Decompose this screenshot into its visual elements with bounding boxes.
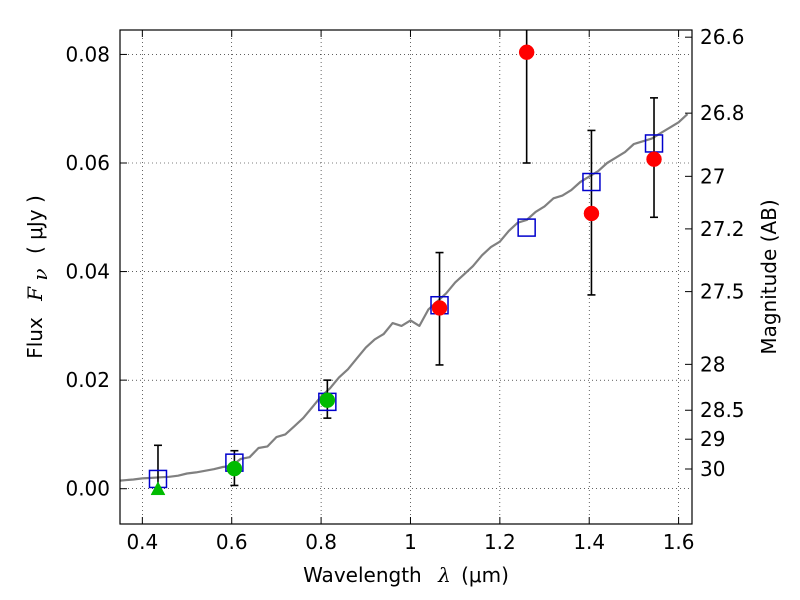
model-photometry-square	[517, 218, 536, 237]
y2-axis-label: Magnitude (AB)	[757, 199, 781, 354]
x-tick-label: 1.2	[484, 530, 516, 554]
mag-tick-label: 28.5	[700, 398, 745, 422]
x-axis-label-unit: (μm)	[461, 563, 509, 587]
mag-tick-label: 27.5	[700, 280, 745, 304]
ticks: 0.4 0.6 0.8 1 1.2 1.4 1.6 0.00 0.02 0.04 0.06 0.08 2…	[65, 25, 744, 554]
y-axis-label-symbol-sub: ν	[28, 268, 52, 280]
y-axis-label: Flux F ν ( μJy )	[23, 195, 52, 359]
mag-tick-label: 26.8	[700, 101, 745, 125]
model-spectrum-layer	[120, 113, 689, 482]
marker-layer	[148, 44, 664, 496]
observed-red-point	[431, 300, 448, 316]
mag-tick-label: 30	[700, 457, 725, 481]
y-tick-label: 0.00	[65, 477, 110, 501]
mag-tick-label: 27	[700, 164, 725, 188]
y-axis-label-unit: ( μJy )	[23, 195, 47, 254]
x-tick-label: 0.4	[126, 530, 158, 554]
y-tick-label: 0.02	[65, 368, 110, 392]
model-spectrum-line	[120, 113, 689, 482]
x-axis-label-symbol: λ	[437, 563, 451, 587]
x-axis-label: Wavelength λ (μm)	[303, 563, 509, 587]
mag-tick-label: 29	[700, 427, 725, 451]
x-tick-label: 1	[404, 530, 417, 554]
x-tick-label: 0.8	[305, 530, 337, 554]
mag-tick-label: 26.6	[700, 25, 745, 49]
observed-green-point	[226, 460, 243, 477]
observed-red-point	[518, 44, 535, 61]
x-tick-label: 0.6	[216, 530, 248, 554]
y-tick-label: 0.08	[65, 42, 110, 66]
y-tick-label: 0.06	[65, 151, 110, 175]
x-tick-label: 1.4	[573, 530, 605, 554]
y-axis-label-text: Flux	[23, 317, 47, 359]
y-tick-label: 0.04	[65, 260, 110, 284]
mag-tick-label: 27.2	[700, 217, 745, 241]
plot-frame	[119, 29, 693, 525]
mag-tick-label: 28	[700, 352, 725, 376]
y-axis-label-symbol: F	[23, 286, 47, 302]
errorbar-layer	[153, 30, 659, 491]
observed-red-point	[583, 205, 600, 222]
observed-green-triangle	[150, 481, 166, 496]
x-tick-label: 1.6	[663, 530, 695, 554]
grid	[120, 30, 692, 524]
observed-red-point	[646, 151, 662, 167]
observed-green-point	[319, 392, 336, 408]
x-axis-label-text: Wavelength	[303, 563, 422, 587]
model-photometry-square	[582, 172, 601, 192]
